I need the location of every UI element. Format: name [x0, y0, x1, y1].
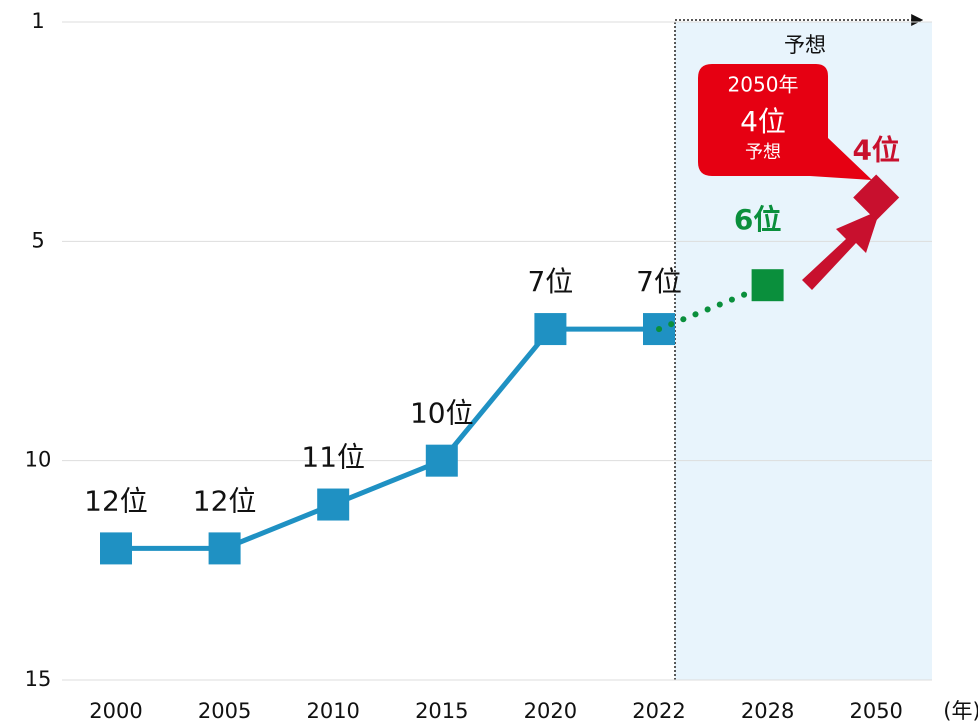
x-tick-label: 2022: [632, 699, 685, 723]
data-point: [751, 269, 784, 302]
x-unit: (年): [943, 699, 978, 723]
data-point: [534, 313, 567, 346]
data-label: 12位: [84, 484, 148, 517]
x-tick-label: 2028: [741, 699, 794, 723]
y-tick-label: 15: [25, 667, 52, 691]
data-point: [853, 174, 900, 221]
y-tick-label: 1: [31, 9, 44, 33]
data-point: [425, 444, 458, 477]
series-line: [116, 326, 659, 551]
x-tick-label: 2015: [415, 699, 468, 723]
x-tick-label: 2010: [306, 699, 359, 723]
data-label: 6位: [734, 203, 781, 236]
x-tick-label: 2050: [849, 699, 902, 723]
data-label: 11位: [301, 441, 365, 474]
callout-note: 予想: [745, 142, 781, 163]
callout-year: 2050年: [728, 73, 799, 97]
data-label: 12位: [193, 484, 257, 517]
x-tick-label: 2000: [89, 699, 142, 723]
x-tick-label: 2020: [524, 699, 577, 723]
callout-rank: 4位: [740, 105, 786, 138]
data-label: 7位: [527, 265, 573, 298]
callout-box: [698, 64, 872, 180]
data-label: 10位: [410, 397, 474, 430]
data-point: [100, 532, 132, 565]
y-tick-label: 5: [31, 228, 44, 252]
x-tick-label: 2005: [198, 699, 251, 723]
data-point: [208, 532, 241, 565]
trend-arrow: [802, 210, 880, 290]
data-point: [317, 488, 350, 521]
data-label: 4位: [852, 133, 899, 166]
data-label: 7位: [636, 265, 682, 298]
forecast-label: 予想: [784, 33, 826, 57]
y-tick-label: 10: [25, 448, 52, 472]
